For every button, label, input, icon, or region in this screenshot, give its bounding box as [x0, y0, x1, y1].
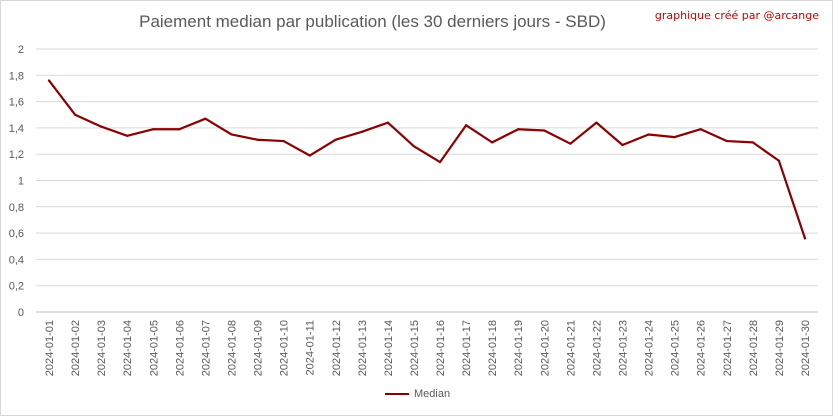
credit-annotation: graphique créé par @arcange — [654, 9, 819, 22]
data-point — [517, 128, 520, 131]
y-tick-label: 1,6 — [9, 97, 24, 109]
y-tick-label: 2 — [18, 44, 24, 56]
gridlines — [36, 48, 818, 313]
data-point — [334, 138, 337, 141]
x-tick-label: 2024-01-11 — [305, 320, 317, 375]
x-tick-label: 2024-01-03 — [96, 320, 108, 376]
x-tick-label: 2024-01-16 — [435, 320, 447, 376]
x-tick-label: 2024-01-25 — [670, 320, 682, 376]
data-point — [543, 129, 546, 132]
data-point — [256, 138, 259, 141]
data-point — [100, 125, 103, 128]
x-tick-label: 2024-01-21 — [565, 320, 577, 376]
x-tick-label: 2024-01-09 — [253, 320, 265, 376]
x-tick-label: 2024-01-02 — [70, 320, 82, 376]
data-point — [725, 139, 728, 143]
data-point — [673, 136, 676, 139]
data-point — [777, 159, 781, 162]
x-tick-label: 2024-01-28 — [748, 320, 760, 376]
x-tick-label: 2024-01-27 — [722, 320, 734, 376]
data-point — [386, 121, 389, 124]
x-tick-label: 2024-01-07 — [200, 320, 212, 376]
x-tick-label: 2024-01-23 — [618, 320, 630, 376]
x-tick-label: 2024-01-14 — [383, 320, 395, 376]
y-tick-label: 0,4 — [9, 254, 24, 266]
y-tick-label: 0,6 — [9, 228, 24, 240]
x-tick-label: 2024-01-30 — [800, 320, 812, 376]
x-tick-label: 2024-01-22 — [591, 320, 603, 376]
legend-swatch-median — [385, 393, 409, 395]
x-tick-label: 2024-01-15 — [409, 320, 421, 376]
data-point — [491, 141, 494, 144]
x-tick-label: 2024-01-05 — [148, 320, 160, 376]
x-tick-label: 2024-01-24 — [644, 320, 656, 376]
data-point — [412, 145, 416, 148]
data-point — [152, 128, 155, 131]
series-line-median — [47, 79, 807, 240]
x-tick-label: 2024-01-01 — [44, 320, 56, 376]
y-axis-ticks: 0 0,2 0,4 0,6 0,8 1 1,2 1,4 1,6 1,8 2 — [9, 44, 24, 319]
data-point — [204, 117, 207, 120]
x-tick-label: 2024-01-18 — [487, 320, 499, 376]
y-tick-label: 1 — [18, 176, 24, 188]
x-tick-label: 2024-01-19 — [513, 320, 525, 376]
data-point — [126, 134, 129, 137]
x-tick-label: 2024-01-26 — [696, 320, 708, 376]
data-point — [751, 141, 754, 144]
legend-label-median: Median — [414, 388, 451, 400]
x-tick-label: 2024-01-20 — [539, 320, 551, 376]
x-tick-label: 2024-01-17 — [461, 320, 473, 376]
chart-title: Paiement median par publication (les 30 … — [139, 12, 606, 31]
data-point — [699, 128, 702, 131]
data-point — [74, 113, 77, 116]
y-tick-label: 1,2 — [9, 149, 24, 161]
data-point — [178, 128, 181, 131]
y-tick-label: 1,4 — [9, 123, 24, 135]
x-tick-label: 2024-01-04 — [122, 320, 134, 376]
x-axis-ticks: 2024-01-01 2024-01-02 2024-01-03 2024-01-04… — [44, 320, 812, 376]
y-tick-label: 0,2 — [9, 281, 24, 293]
data-point — [647, 133, 650, 136]
data-point — [595, 121, 598, 124]
y-tick-label: 0,8 — [9, 202, 24, 214]
data-point — [47, 79, 51, 82]
data-point — [282, 139, 285, 143]
x-tick-label: 2024-01-12 — [331, 320, 343, 376]
legend: Median — [385, 388, 450, 400]
data-point — [438, 160, 442, 164]
data-point — [230, 133, 233, 136]
data-point — [465, 124, 468, 127]
y-tick-label: 0 — [18, 307, 24, 319]
x-tick-label: 2024-01-06 — [174, 320, 186, 376]
x-tick-label: 2024-01-10 — [279, 320, 291, 376]
series-layer — [47, 79, 807, 240]
x-tick-label: 2024-01-29 — [774, 320, 786, 376]
data-point — [621, 143, 624, 147]
data-point — [308, 154, 311, 157]
y-tick-label: 1,8 — [9, 70, 24, 82]
x-tick-label: 2024-01-13 — [357, 320, 369, 376]
data-point — [803, 237, 807, 240]
data-point — [360, 130, 363, 133]
data-point — [569, 142, 572, 145]
x-tick-label: 2024-01-08 — [227, 320, 239, 376]
